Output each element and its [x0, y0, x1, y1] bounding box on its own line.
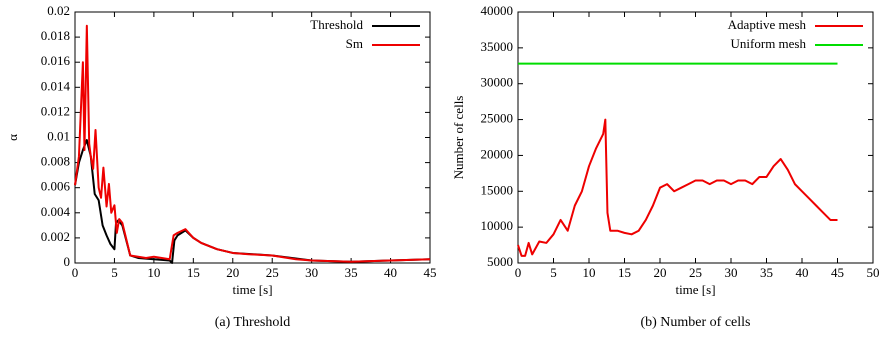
x-tick-label: 30	[725, 265, 738, 280]
y-tick-label: 0.008	[41, 154, 70, 169]
y-tick-label: 0.016	[41, 53, 71, 68]
plot-frame	[74, 11, 431, 264]
x-tick-label: 40	[384, 265, 397, 280]
x-axis-label: time [s]	[675, 282, 715, 297]
x-tick-label: 35	[345, 265, 358, 280]
data-line	[74, 24, 431, 263]
x-axis-label: time [s]	[232, 282, 272, 297]
plot-frame	[517, 11, 874, 264]
y-axis-label: Number of cells	[451, 96, 466, 180]
x-tick-label: 40	[796, 265, 809, 280]
x-tick-label: 45	[831, 265, 844, 280]
x-tick-label: 15	[618, 265, 631, 280]
y-tick-label: 10000	[481, 218, 514, 233]
y-axis-label: α	[5, 134, 20, 141]
x-tick-label: 0	[72, 265, 79, 280]
x-tick-label: 20	[226, 265, 239, 280]
y-tick-label: 5000	[487, 254, 513, 269]
x-tick-label: 5	[550, 265, 557, 280]
y-tick-label: 0	[64, 254, 71, 269]
y-tick-label: 25000	[481, 111, 514, 126]
x-tick-label: 20	[654, 265, 667, 280]
y-tick-label: 0.018	[41, 28, 70, 43]
x-tick-label: 35	[760, 265, 773, 280]
y-tick-label: 0.002	[41, 229, 70, 244]
y-tick-label: 0.01	[47, 128, 70, 143]
caption: (b) Number of cells	[640, 315, 750, 330]
x-tick-label: 0	[515, 265, 522, 280]
x-tick-label: 45	[424, 265, 437, 280]
x-tick-label: 25	[689, 265, 702, 280]
x-tick-label: 30	[305, 265, 318, 280]
y-tick-label: 15000	[481, 182, 514, 197]
x-tick-label: 5	[111, 265, 118, 280]
y-tick-label: 0.012	[41, 103, 70, 118]
x-tick-label: 10	[147, 265, 160, 280]
legend-label: Adaptive mesh	[728, 17, 807, 32]
y-tick-label: 35000	[481, 39, 514, 54]
legend-label: Uniform mesh	[731, 36, 807, 51]
y-tick-label: 40000	[481, 3, 514, 18]
y-tick-label: 20000	[481, 146, 514, 161]
x-tick-label: 10	[583, 265, 596, 280]
y-tick-label: 0.006	[41, 179, 71, 194]
y-tick-label: 0.004	[41, 204, 71, 219]
legend-label: Sm	[346, 36, 363, 51]
y-tick-label: 0.014	[41, 78, 71, 93]
x-tick-label: 50	[867, 265, 880, 280]
legend-label: Threshold	[310, 17, 363, 32]
data-line	[517, 118, 838, 257]
caption: (a) Threshold	[215, 315, 291, 330]
y-tick-label: 30000	[481, 75, 514, 90]
x-tick-label: 25	[266, 265, 279, 280]
x-tick-label: 15	[187, 265, 200, 280]
y-tick-label: 0.02	[47, 3, 70, 18]
